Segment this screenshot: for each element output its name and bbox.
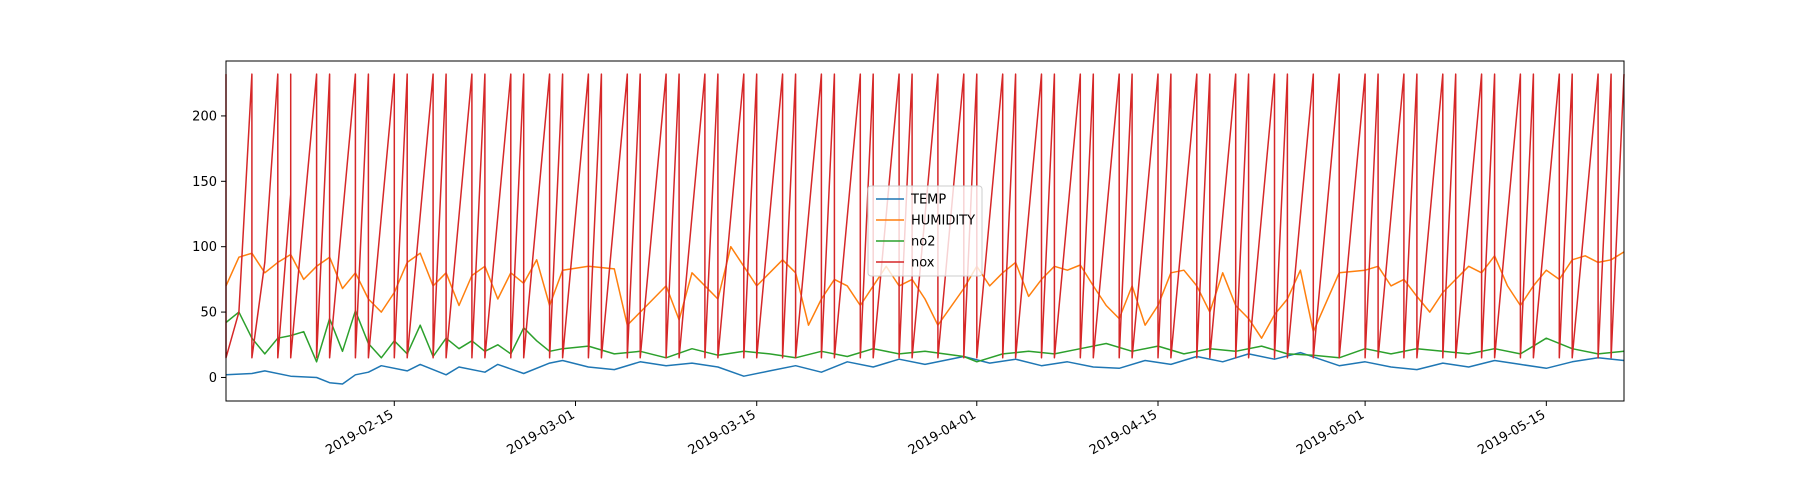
x-tick-label: 2019-05-15 — [1475, 407, 1548, 458]
plot-frame — [225, 60, 1625, 402]
y-tick-label: 0 — [209, 371, 217, 386]
x-tick-label: 2019-04-15 — [1087, 407, 1160, 458]
x-tick-label: 2019-03-01 — [505, 407, 578, 458]
y-tick-label: 200 — [192, 109, 217, 124]
y-tick-label: 150 — [192, 175, 217, 190]
x-tick-label: 2019-02-15 — [323, 407, 396, 458]
x-tick-label: 2019-04-01 — [906, 407, 979, 458]
x-tick-label: 2019-03-15 — [686, 407, 759, 458]
y-tick-label: 50 — [200, 306, 217, 321]
legend-label-humidity: HUMIDITY — [911, 214, 975, 229]
legend-label-nox: nox — [911, 256, 935, 271]
legend-label-temp: TEMP — [910, 193, 946, 208]
x-tick-label: 2019-05-01 — [1294, 407, 1367, 458]
series-line-humidity — [225, 245, 1625, 339]
series-line-temp — [225, 351, 1625, 385]
y-tick-label: 100 — [192, 240, 217, 255]
x-axis: 2019-02-15 2019-03-01 2019-03-15 2019-04-01… — [323, 401, 1548, 458]
legend: TEMP HUMIDITY no2 nox — [867, 185, 983, 277]
legend-box — [867, 185, 983, 277]
legend-label-no2: no2 — [911, 235, 935, 250]
y-axis: 0 50 100 150 200 — [192, 109, 226, 386]
